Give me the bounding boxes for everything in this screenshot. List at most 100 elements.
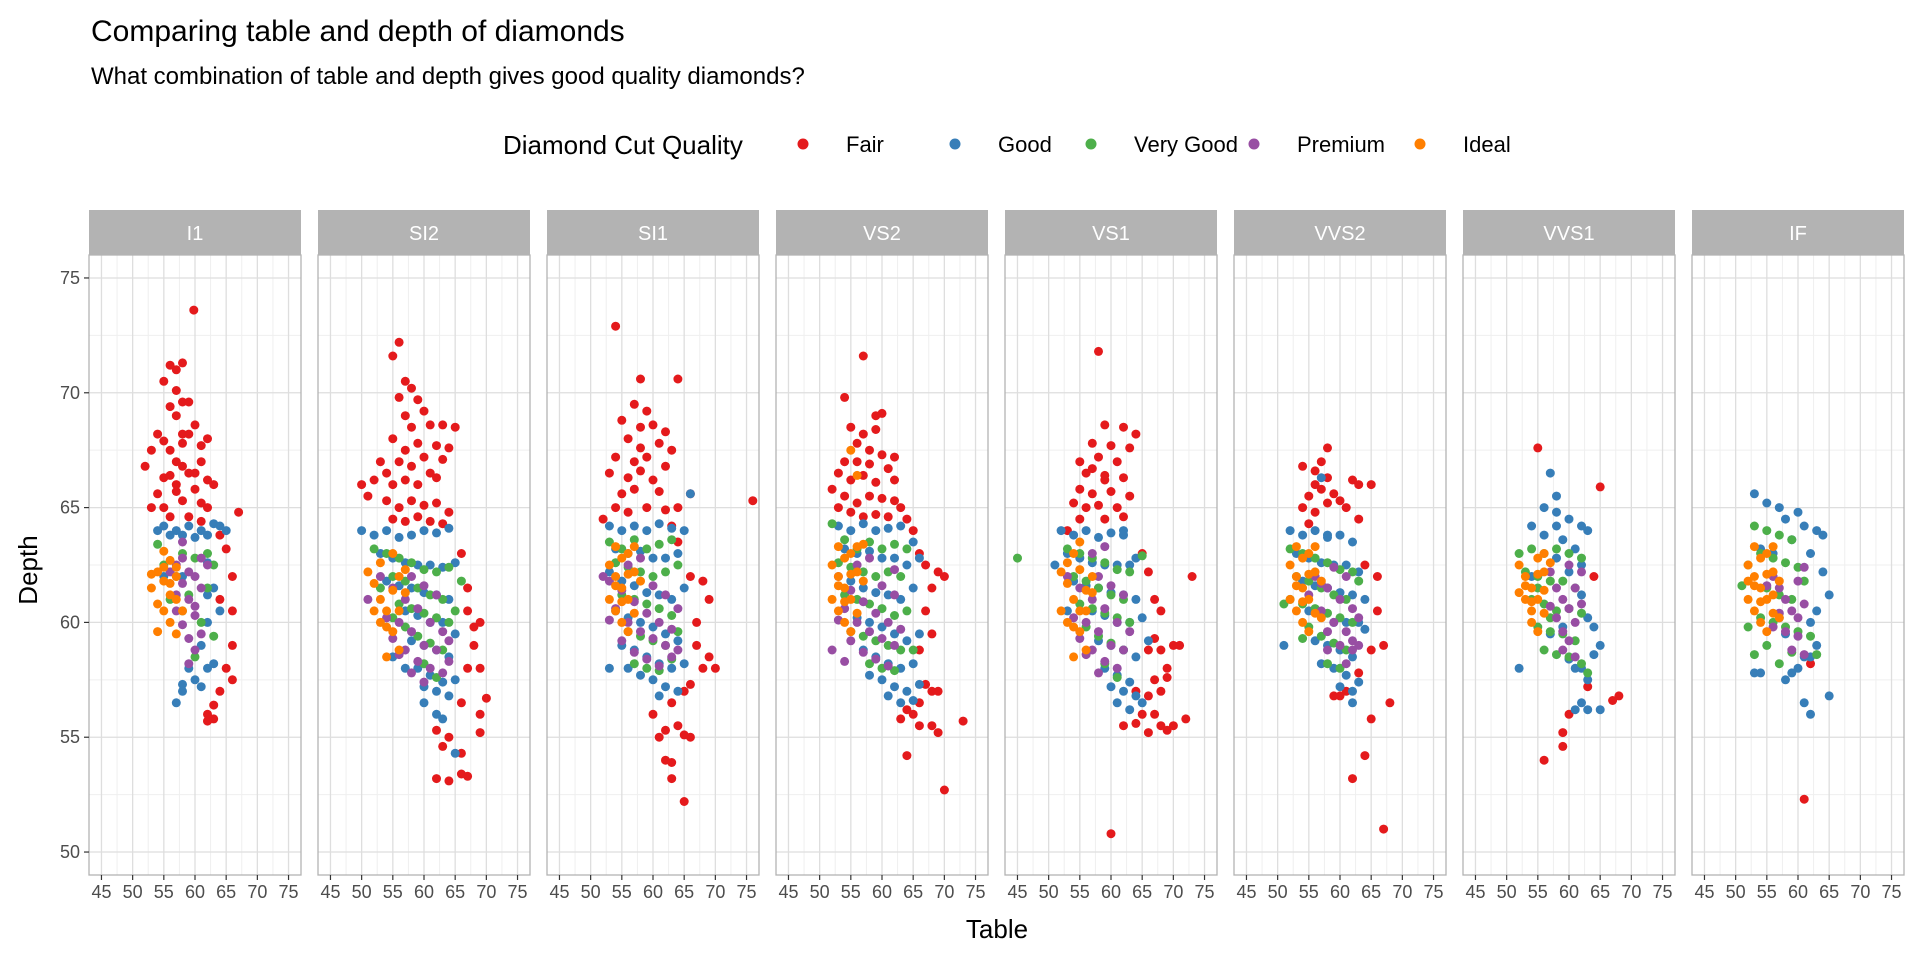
data-point (933, 567, 943, 577)
data-point (1552, 583, 1561, 593)
data-point (636, 443, 645, 453)
data-point (1558, 645, 1568, 655)
data-point (209, 583, 219, 593)
data-point (1781, 675, 1790, 685)
series-ideal (827, 445, 868, 637)
data-point (833, 606, 843, 616)
data-point (896, 594, 906, 604)
data-point (1335, 594, 1345, 604)
data-point (1106, 528, 1116, 538)
data-point (1539, 608, 1549, 618)
data-point (1291, 581, 1301, 591)
x-tick-label: 60 (1559, 882, 1579, 902)
data-point (1570, 652, 1580, 662)
data-point (846, 549, 856, 558)
x-tick-label: 70 (705, 882, 725, 902)
data-point (178, 530, 187, 540)
data-point (1793, 613, 1803, 623)
data-point (1056, 526, 1066, 536)
data-point (1774, 583, 1784, 593)
data-point (833, 572, 843, 581)
legend-label: Good (998, 132, 1052, 157)
data-point (890, 590, 899, 600)
data-point (450, 558, 460, 568)
data-point (196, 682, 206, 692)
data-point (1143, 645, 1153, 655)
data-point (394, 572, 404, 581)
x-tick-label: 60 (1101, 882, 1121, 902)
data-point (673, 645, 683, 655)
data-point (833, 468, 843, 478)
data-point (1056, 567, 1066, 577)
data-point (1100, 420, 1110, 430)
data-point (667, 663, 677, 673)
data-point (654, 604, 664, 614)
data-point (153, 429, 163, 439)
x-tick-label: 60 (1330, 882, 1350, 902)
data-point (450, 629, 460, 639)
data-point (444, 656, 454, 666)
data-point (883, 617, 893, 627)
data-point (890, 629, 899, 639)
data-point (1125, 677, 1135, 687)
data-point (673, 503, 683, 513)
data-point (382, 652, 392, 662)
data-point (203, 560, 212, 570)
data-point (604, 468, 614, 478)
x-tick-label: 75 (1882, 882, 1902, 902)
x-tick-label: 50 (1497, 882, 1517, 902)
data-point (611, 321, 621, 331)
data-point (890, 565, 899, 575)
data-point (1527, 617, 1537, 627)
data-point (209, 700, 219, 710)
data-point (419, 565, 429, 575)
data-point (1131, 429, 1141, 439)
data-point (215, 686, 225, 696)
data-point (444, 443, 454, 453)
data-point (1106, 487, 1116, 496)
data-point (1100, 514, 1110, 524)
data-point (1304, 549, 1314, 558)
series-premium (598, 553, 683, 671)
data-point (1348, 475, 1357, 485)
data-point (604, 663, 614, 673)
data-point (927, 583, 937, 593)
data-point (611, 572, 621, 581)
data-point (617, 553, 627, 563)
data-point (189, 305, 199, 315)
data-point (413, 604, 423, 614)
facet-panel-vvs2: VVS2 45 50 55 60 65 70 75 (1233, 210, 1447, 902)
data-point (1577, 560, 1586, 570)
data-point (902, 686, 912, 696)
data-point (623, 549, 633, 558)
data-point (877, 604, 887, 614)
data-point (1743, 594, 1753, 604)
data-point (1310, 608, 1320, 618)
data-point (196, 498, 206, 508)
data-point (1539, 585, 1549, 595)
data-point (1162, 663, 1172, 673)
data-point (1514, 663, 1524, 673)
data-point (1552, 553, 1561, 563)
data-point (171, 480, 181, 490)
data-point (1583, 705, 1593, 715)
data-point (1329, 562, 1339, 572)
data-point (642, 526, 652, 536)
data-point (1112, 617, 1122, 627)
data-point (673, 560, 683, 570)
data-point (679, 797, 689, 806)
data-point (1372, 572, 1382, 581)
data-point (1787, 645, 1797, 655)
data-point (604, 615, 614, 625)
data-point (673, 604, 683, 614)
data-point (1812, 606, 1822, 616)
data-point (1150, 675, 1160, 685)
x-tick-label: 55 (1299, 882, 1319, 902)
data-point (171, 562, 181, 572)
data-point (1341, 560, 1351, 570)
data-point (1069, 498, 1079, 508)
data-point (1341, 627, 1351, 637)
data-point (1749, 542, 1759, 552)
data-point (1329, 489, 1339, 499)
